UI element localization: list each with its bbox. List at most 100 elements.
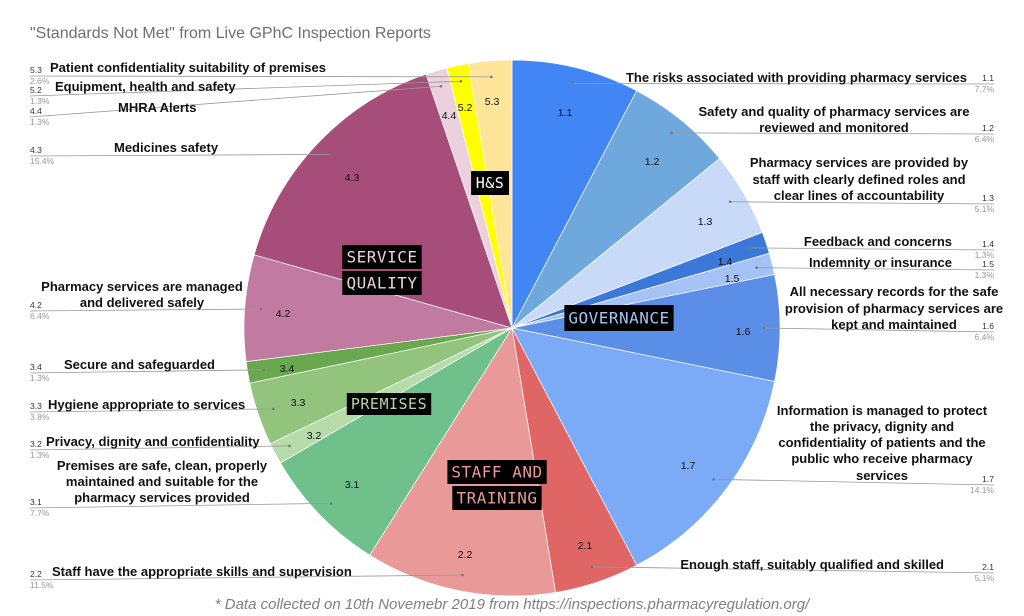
leader-dot-1-7 — [712, 478, 715, 481]
label-group-4-2: 4.26.4% Pharmacy services are managedand … — [29, 279, 263, 321]
label-group-1-4: 1.41.3% Feedback and concerns — [749, 234, 995, 260]
leader-line-1-4 — [750, 247, 995, 251]
leader-line-3-4 — [29, 369, 264, 374]
group-box-hands-1 — [471, 171, 509, 195]
slice-label-2-1-line-1: Enough staff, suitably qualified and ski… — [680, 557, 944, 572]
slice-code-outside-4-4: 4.4 — [30, 106, 42, 116]
leader-dot-5-2 — [459, 80, 463, 83]
leader-dot-3-2 — [288, 444, 291, 448]
leader-line-1-5 — [756, 267, 995, 271]
chart-title: "Standards Not Met" from Live GPhC Inspe… — [30, 25, 431, 42]
leader-dot-1-2 — [670, 131, 673, 135]
slice-code-outside-5-2: 5.2 — [30, 85, 42, 95]
slice-percent-1-6: 6.4% — [975, 332, 995, 342]
slice-percent-4-4: 1.3% — [30, 117, 50, 127]
slice-label-3-3-line-1: Hygiene appropriate to services — [48, 397, 245, 412]
label-group-3-1: 3.17.7% Premises are safe, clean, properl… — [29, 458, 333, 518]
leader-dot-4-2 — [259, 307, 263, 311]
slice-label-1-3-line-3: clear lines of accountability — [774, 188, 945, 203]
label-group-5-3: 5.32.6%Patient confidentiality suitabili… — [29, 60, 493, 86]
slice-percent-1-1: 7.7% — [975, 84, 995, 94]
slice-code-4-2: 4.2 — [276, 308, 291, 320]
slice-percent-3-2: 1.3% — [30, 450, 50, 460]
slice-code-outside-3-1: 3.1 — [30, 497, 42, 507]
slice-label-1-4-line-1: Feedback and concerns — [804, 234, 952, 249]
slice-percent-5-3: 2.6% — [30, 76, 50, 86]
leader-line-4-4 — [29, 85, 442, 118]
slice-label-1-6-line-2: provision of pharmacy services are — [785, 301, 1003, 316]
label-group-1-2: 1.26.4% Safety and quality of pharmacy se… — [670, 104, 994, 144]
slice-label-3-4-line-1: Secure and safeguarded — [64, 357, 215, 372]
slice-code-5-3: 5.3 — [485, 96, 500, 108]
slice-code-3-4: 3.4 — [280, 363, 295, 375]
leader-dot-4-4 — [439, 85, 443, 88]
group-label-staff-and-training: STAFF AND TRAINING — [447, 460, 547, 510]
label-group-1-5: 1.51.3% Indemnity or insurance — [755, 255, 994, 280]
slice-code-4-3: 4.3 — [345, 172, 360, 184]
group-box-staff-and-training-1 — [447, 460, 547, 484]
leader-line-1-6 — [763, 327, 995, 333]
slice-percent-1-4: 1.3% — [975, 250, 995, 260]
slice-code-outside-1-6: 1.6 — [982, 321, 994, 331]
slice-label-5-2-line-1: Equipment, health and safety — [55, 79, 236, 94]
group-text-premises-1: PREMISES — [351, 395, 427, 413]
slice-label-2-2-line-1: Staff have the appropriate skills and su… — [52, 564, 352, 579]
slice-label-4-4-line-1: MHRA Alerts — [118, 100, 197, 115]
group-text-staff-and-training-1: STAFF AND — [451, 463, 542, 482]
group-box-staff-and-training-2 — [452, 486, 542, 510]
group-text-governance-1: GOVERNANCE — [568, 309, 669, 328]
group-labels: GOVERNANCE STAFF AND TRAINING PREMISES SERVI… — [342, 171, 674, 510]
group-label-service-quality: SERVICE QUALITY — [342, 245, 422, 295]
label-group-1-3: 1.35.1% Pharmacy services are provided by… — [728, 155, 995, 214]
leader-line-4-2 — [29, 308, 261, 312]
slice-percent-3-3: 3.8% — [30, 412, 50, 422]
leader-dot-1-6 — [762, 326, 766, 330]
slice-percent-5-2: 1.3% — [30, 96, 50, 106]
group-box-premises-1 — [346, 393, 432, 415]
label-group-4-4: 4.41.3% MHRA Alerts — [29, 85, 443, 127]
slice-code-1-4: 1.4 — [718, 256, 733, 268]
group-text-service-quality-2: QUALITY — [347, 274, 418, 293]
slice-code-1-2: 1.2 — [645, 156, 660, 168]
label-group-2-2: 2.211.5%Staff have the appropriate skill… — [29, 564, 464, 590]
slice-label-1-7-line-1: Information is managed to protect — [777, 403, 988, 418]
leader-dot-1-3 — [728, 200, 732, 204]
group-box-service-quality-2 — [342, 271, 422, 295]
leader-line-2-2 — [29, 574, 463, 581]
label-group-3-2: 3.21.3%Privacy, dignity and confidential… — [29, 434, 291, 460]
leader-line-2-1 — [592, 566, 995, 574]
leader-dot-1-5 — [755, 266, 758, 270]
group-box-governance-1 — [564, 305, 674, 331]
leader-dot-2-1 — [590, 565, 594, 569]
leader-dot-2-2 — [461, 573, 464, 577]
pie-slice-3-1 — [279, 327, 513, 556]
slice-code-outside-1-7: 1.7 — [982, 474, 994, 484]
slice-code-4-4: 4.4 — [442, 110, 457, 122]
label-group-4-3: 4.315.4% Medicines safety — [29, 140, 331, 166]
leader-line-5-2 — [29, 80, 461, 97]
leader-line-1-3 — [729, 201, 995, 205]
pie-slices — [243, 59, 781, 597]
leader-dot-3-3 — [272, 407, 275, 411]
slice-label-3-2-line-1: Privacy, dignity and confidentiality — [46, 434, 260, 449]
slice-label-1-2-line-1: Safety and quality of pharmacy services … — [699, 104, 970, 119]
label-group-2-1: 2.15.1% Enough staff, suitably qualified … — [590, 557, 995, 583]
slice-code-outside-1-3: 1.3 — [982, 193, 994, 203]
slice-code-3-2: 3.2 — [307, 430, 322, 442]
slice-label-1-2-line-2: reviewed and monitored — [759, 120, 909, 135]
leader-line-5-3 — [29, 75, 492, 78]
slice-code-outside-1-2: 1.2 — [982, 123, 994, 133]
slice-code-outside-4-3: 4.3 — [30, 145, 42, 155]
slice-code-outside-5-3: 5.3 — [30, 65, 42, 75]
label-group-1-1: 1.17.7% The risks associated with providi… — [571, 70, 994, 94]
slice-code-1-7: 1.7 — [681, 460, 696, 472]
slice-code-1-6: 1.6 — [736, 326, 751, 338]
group-text-hands-1: H&S — [476, 174, 505, 192]
slice-code-outside-2-2: 2.2 — [30, 569, 42, 579]
slice-code-3-3: 3.3 — [291, 397, 306, 409]
slice-code-outside-4-2: 4.2 — [30, 300, 42, 310]
slice-code-outside-3-2: 3.2 — [30, 439, 42, 449]
slice-label-1-5-line-1: Indemnity or insurance — [809, 255, 952, 270]
slice-code-labels: 1.1 1.2 1.3 1.4 1.5 1.6 1.7 2.1 2.2 3.1 3.2 3.3 3.4 4… — [276, 96, 751, 561]
slice-label-4-3-line-1: Medicines safety — [114, 140, 219, 155]
